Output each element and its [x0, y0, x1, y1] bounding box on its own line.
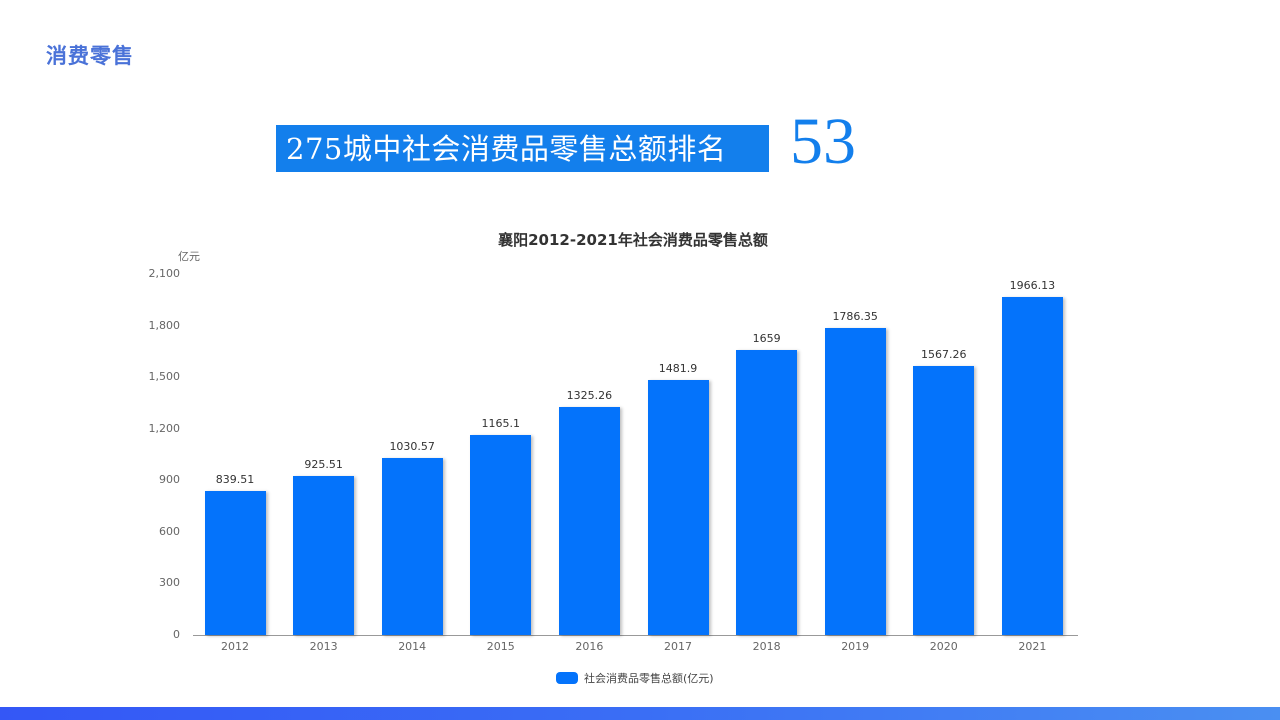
y-tick-label: 2,100 — [148, 267, 181, 280]
rank-banner — [276, 125, 769, 172]
bar-2014[interactable] — [381, 457, 443, 635]
bar-value-label: 1567.26 — [921, 347, 967, 361]
bar-2015[interactable] — [470, 434, 532, 635]
bar-2012[interactable] — [204, 490, 266, 635]
x-tick-label: 2019 — [841, 640, 870, 653]
bar-2020[interactable] — [913, 365, 975, 635]
section-title: 消费零售 — [46, 43, 134, 68]
bar-value-label: 1966.13 — [1009, 279, 1056, 292]
bar-2013[interactable] — [293, 475, 355, 635]
y-tick-label: 600 — [159, 524, 180, 538]
bar-2019[interactable] — [824, 327, 886, 635]
bar-2017[interactable] — [647, 380, 709, 635]
x-tick-label: 2014 — [398, 640, 427, 653]
bar-2018[interactable] — [736, 349, 798, 635]
y-tick-label: 1,500 — [148, 370, 181, 384]
bar-2016[interactable] — [558, 407, 620, 635]
y-tick-label: 1,200 — [148, 421, 181, 435]
y-tick-label: 1,800 — [148, 318, 181, 332]
y-tick-label: 900 — [159, 473, 180, 487]
chart-title: 襄阳2012-2021年社会消费品零售总额 — [498, 231, 768, 249]
bar-value-label: 1030.57 — [389, 439, 435, 453]
rank-value: 53 — [790, 105, 856, 178]
x-tick-label: 2012 — [221, 640, 249, 653]
bar-value-label: 839.51 — [215, 472, 255, 486]
bar-value-label: 925.51 — [304, 457, 343, 471]
bar-2021[interactable] — [1001, 297, 1063, 635]
x-axis-line — [193, 635, 1078, 636]
bar-value-label: 1165.1 — [481, 416, 521, 430]
rank-label: 275城中社会消费品零售总额排名 — [286, 132, 727, 166]
legend-label: 社会消费品零售总额(亿元) — [584, 672, 714, 685]
y-tick-label: 300 — [159, 576, 180, 590]
y-axis-unit: 亿元 — [178, 250, 200, 263]
bar-value-label: 1481.9 — [658, 362, 698, 376]
bar-value-label: 1325.26 — [566, 389, 613, 403]
x-tick-label: 2021 — [1018, 640, 1047, 653]
x-tick-label: 2013 — [309, 640, 338, 653]
x-tick-label: 2016 — [575, 640, 604, 653]
x-tick-label: 2015 — [486, 640, 515, 653]
bottom-decorative-band — [0, 707, 1280, 720]
y-tick-label: 0 — [173, 628, 180, 641]
bar-value-label: 1659 — [752, 331, 781, 345]
x-tick-label: 2017 — [664, 640, 692, 653]
bar-value-label: 1786.35 — [832, 309, 878, 323]
x-tick-label: 2018 — [752, 640, 781, 653]
legend[interactable]: 社会消费品零售总额(亿元) — [556, 670, 714, 686]
legend-swatch — [556, 672, 578, 684]
x-tick-label: 2020 — [929, 640, 958, 653]
